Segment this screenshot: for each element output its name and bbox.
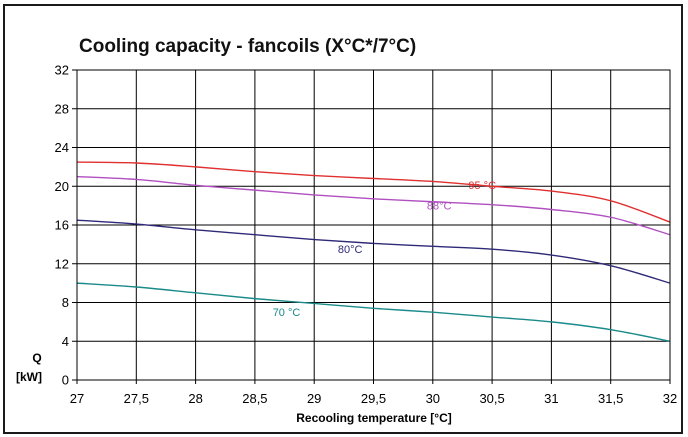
x-tick-label: 27 [70,391,84,406]
series-label: 95 °C [468,180,496,192]
x-tick-label: 28 [188,391,202,406]
series-line [76,161,671,223]
line-chart: 95 °C 88°C 80°C 70 °C 0 4 8 12 16 20 24 28 32 27 27,5… [16,63,678,426]
x-tick-label: 32 [663,391,677,406]
x-tick-label: 28,5 [242,391,267,406]
x-tick-label: 29 [307,391,321,406]
series-line [76,219,671,284]
x-tick-label: 30 [426,391,440,406]
y-tick-label: 20 [55,179,69,194]
x-tick-label: 29,5 [361,391,386,406]
grid [76,69,671,381]
series-group: 95 °C 88°C 80°C 70 °C [76,161,671,342]
x-tick-label: 27,5 [124,391,149,406]
y-tick-label: 12 [55,256,69,271]
chart-title: Cooling capacity - fancoils (X°C*/7°C) [79,36,417,57]
series-line [76,175,671,236]
y-tick-label: 0 [62,373,69,388]
y-tick-label: 8 [62,295,69,310]
plot-area-border [76,69,671,381]
series-label: 88°C [427,201,452,213]
x-axis-label: Recooling temperature [°C] [296,411,451,425]
x-tick-label: 31 [544,391,558,406]
y-tick-label: 4 [62,334,69,349]
y-axis-label-line1: Q [32,351,41,365]
axes: 0 4 8 12 16 20 24 28 32 27 27,5 28 28,5 29 29,5 30 30,5 3… [55,63,678,407]
y-tick-label: 16 [55,218,69,233]
y-tick-label: 32 [55,63,69,78]
chart-frame: Cooling capacity - fancoils (X°C*/7°C) 9… [3,4,683,434]
series-label: 80°C [338,244,363,256]
series-label: 70 °C [273,307,301,319]
y-tick-label: 28 [55,101,69,116]
y-tick-label: 24 [55,140,69,155]
x-tick-label: 30,5 [479,391,504,406]
x-tick-label: 31,5 [598,391,623,406]
y-axis-label-line2: [kW] [16,370,42,384]
series-line [76,282,671,342]
